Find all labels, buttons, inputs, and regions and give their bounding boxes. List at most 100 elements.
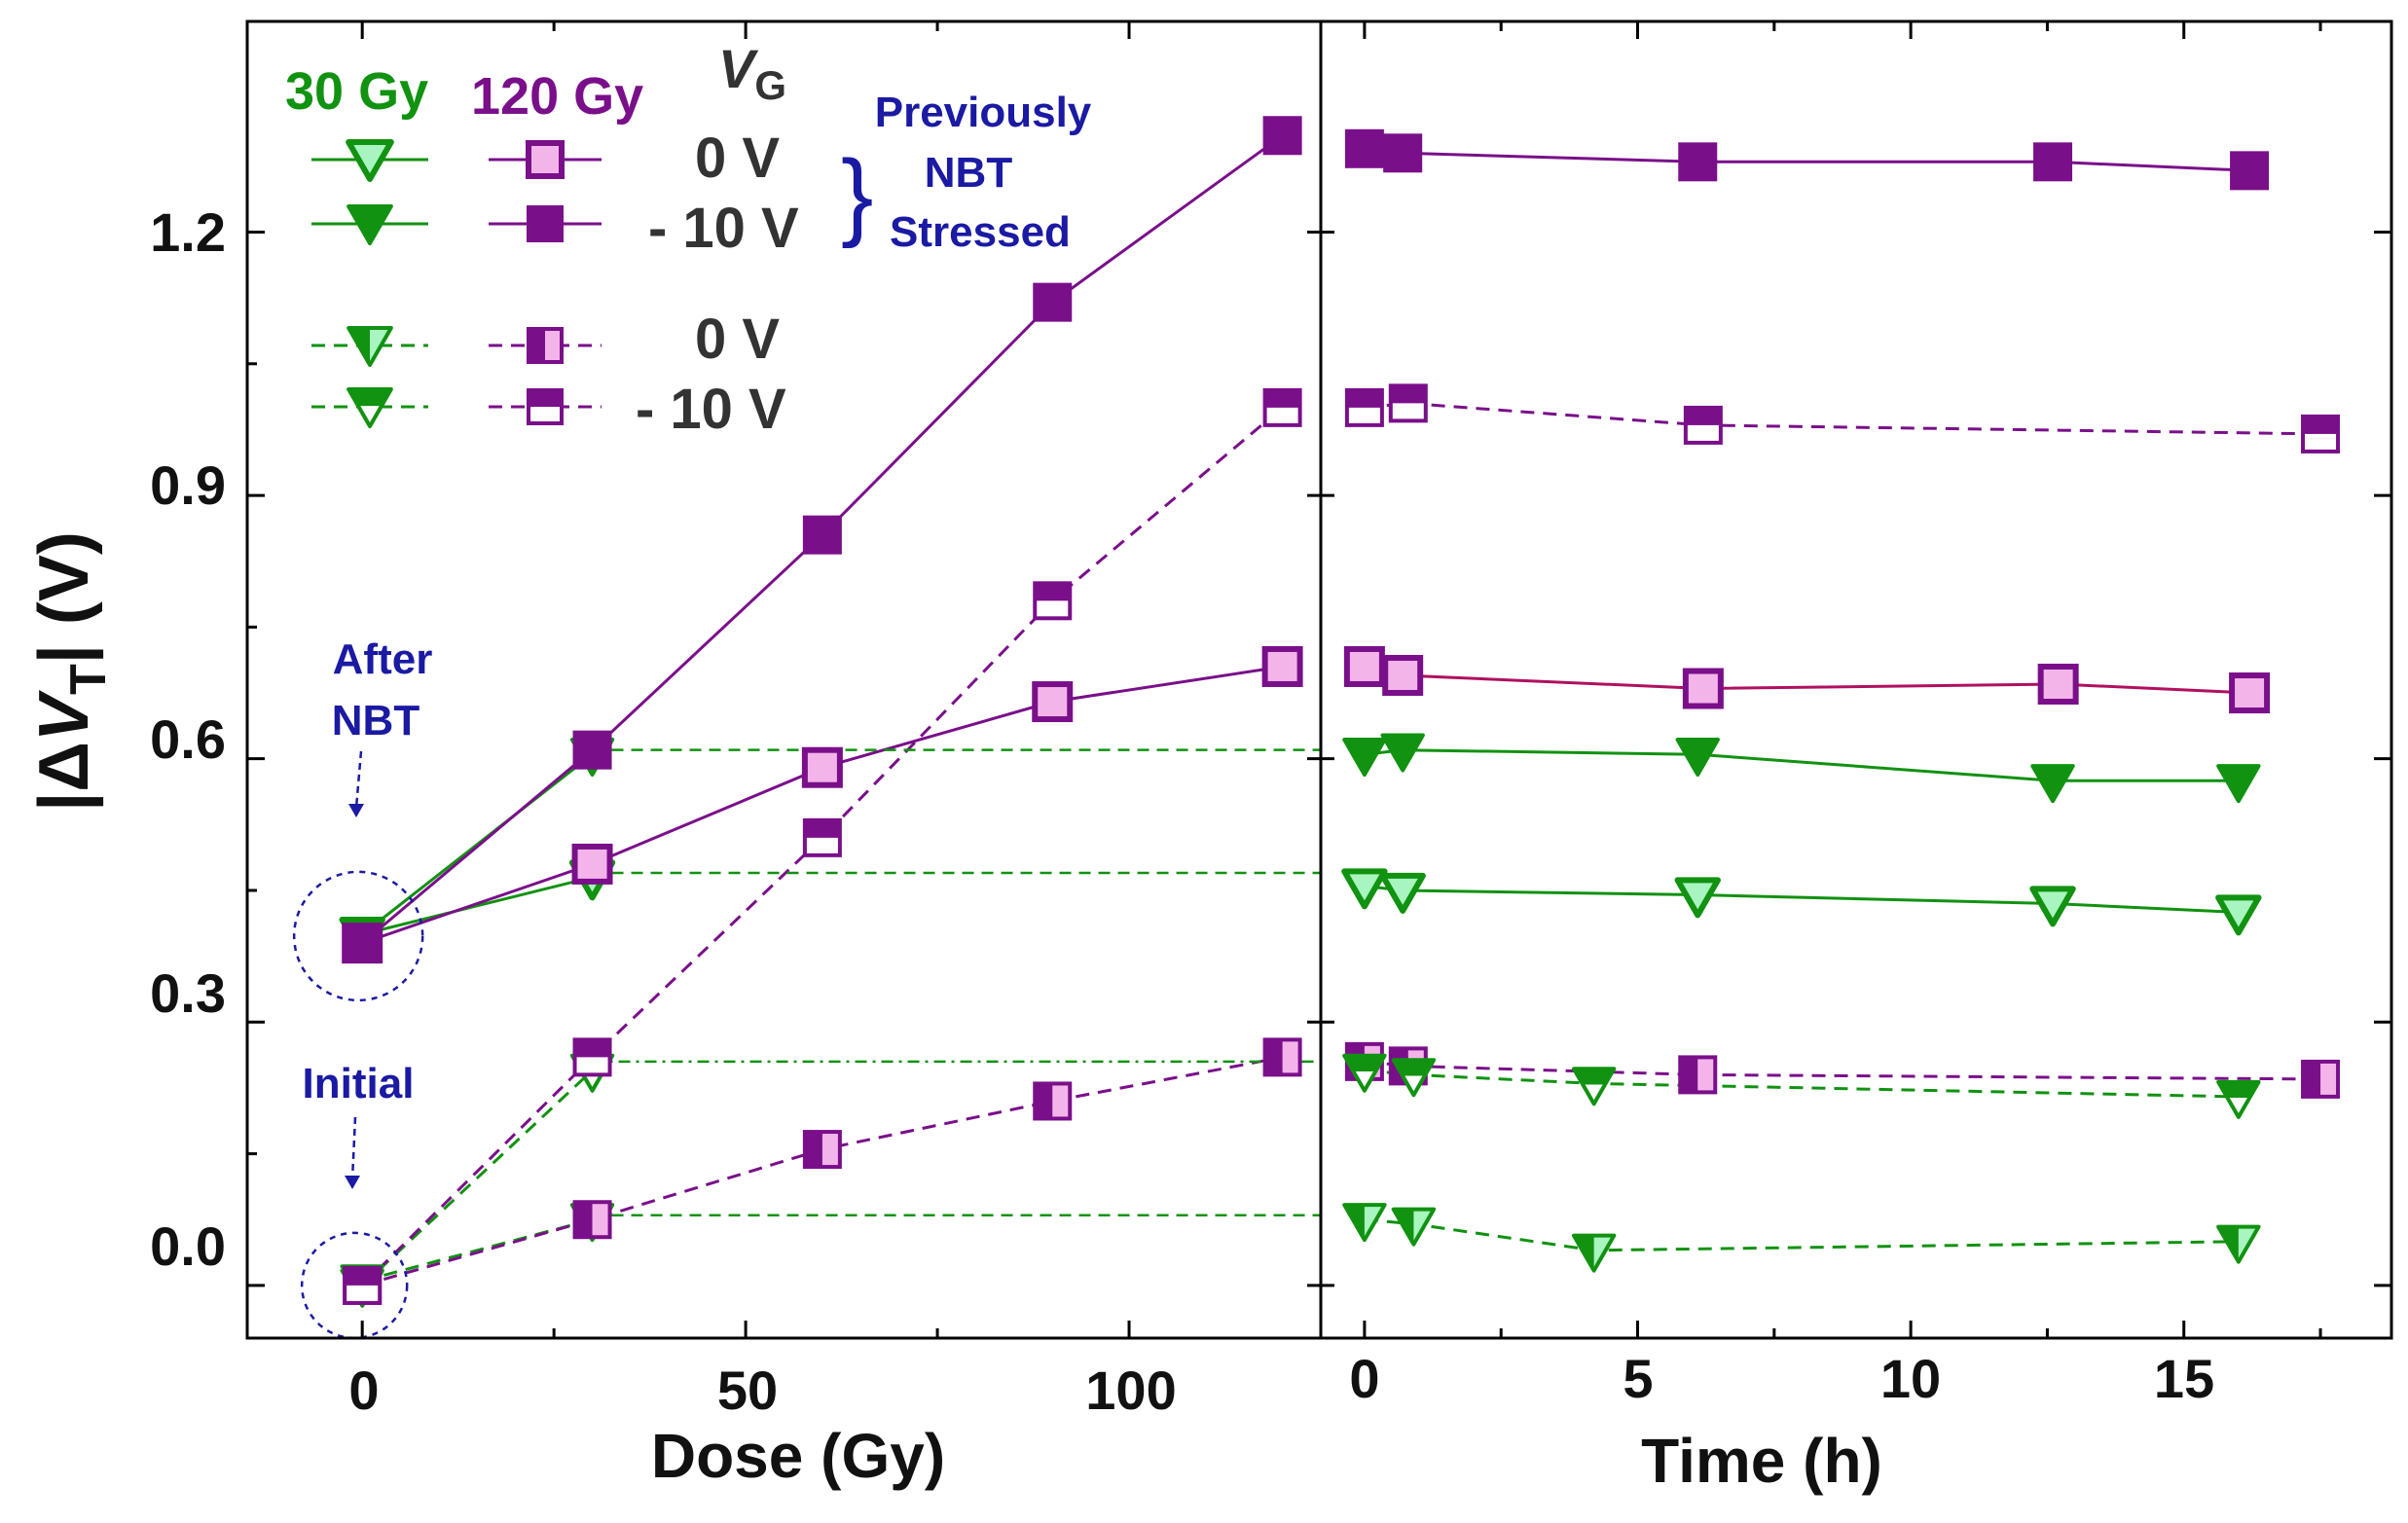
- data-point-marker: [1261, 645, 1303, 687]
- legend-dose-120: 120 Gy: [471, 67, 643, 126]
- data-point-marker: [1571, 1233, 1617, 1273]
- data-point-marker: [2216, 1224, 2261, 1264]
- legend: 30 Gy 120 Gy VG 0 V - 10 V 0 V - 10 V } …: [285, 38, 1092, 441]
- data-point-marker: [572, 1037, 612, 1077]
- series-line: [361, 875, 593, 936]
- y-tick-label: 1.2: [150, 201, 226, 263]
- legend-group-label-line: NBT: [925, 149, 1013, 197]
- legend-vg-header: VG: [718, 38, 786, 108]
- dose-axis-title: Dose (Gy): [651, 1421, 945, 1491]
- legend-sample-marker: [527, 205, 564, 242]
- data-point-marker: [1678, 142, 1718, 182]
- dose-x-tick-labels: 0 50 100: [348, 1360, 1176, 1421]
- y-axis-title: |ΔVT| (V): [25, 531, 117, 812]
- initial-annotation: Initial: [303, 1060, 415, 1107]
- data-point-marker: [1344, 387, 1384, 427]
- data-point-marker: [572, 1200, 612, 1240]
- after-nbt-annotation: After: [333, 635, 433, 683]
- series-line: [1364, 1217, 2239, 1252]
- data-point-marker: [343, 1265, 383, 1305]
- legend-sample-marker: [526, 140, 565, 179]
- data-point-marker: [1032, 681, 1074, 723]
- legend-vg-var: V: [718, 38, 759, 99]
- y-axis-title-sub: T: [60, 664, 117, 695]
- legend-group-label-line: Previously: [875, 89, 1092, 136]
- legend-vg-sub: G: [754, 62, 786, 108]
- data-point-marker: [1033, 1081, 1073, 1121]
- data-point-marker: [343, 924, 383, 963]
- x-tick-label: 10: [1880, 1348, 1941, 1409]
- legend-sample-marker: [346, 139, 394, 183]
- data-point-marker: [1683, 405, 1723, 445]
- legend-dose-30: 30 Gy: [285, 62, 428, 121]
- data-point-marker: [2215, 894, 2262, 936]
- y-axis-title-suffix: | (V): [25, 531, 103, 664]
- series-markers: [339, 116, 2341, 1308]
- y-tick-label: 0.9: [150, 454, 226, 516]
- initial-arrow: [345, 1116, 360, 1189]
- data-point-marker: [571, 843, 613, 885]
- legend-row-label: - 10 V: [636, 378, 786, 441]
- data-point-marker: [1674, 877, 1721, 919]
- data-point-marker: [1379, 872, 1426, 914]
- data-point-marker: [1343, 645, 1385, 687]
- time-panel-frame: [1319, 19, 2393, 1340]
- time-x-tick-labels: 0 5 10 15: [1349, 1348, 2214, 1409]
- data-point-marker: [1262, 387, 1302, 427]
- data-point-marker: [802, 1130, 842, 1170]
- data-point-marker: [1262, 116, 1302, 156]
- data-point-marker: [572, 730, 612, 770]
- legend-row-label: 0 V: [695, 308, 780, 371]
- data-point-marker: [1342, 738, 1387, 778]
- legend-sample-marker: [347, 387, 393, 429]
- data-point-marker: [2033, 142, 2073, 182]
- data-point-marker: [1391, 1207, 1437, 1247]
- data-point-marker: [1344, 128, 1384, 168]
- x-tick-label: 15: [2154, 1348, 2214, 1409]
- axis-ticks: [247, 21, 2391, 1338]
- y-tick-label: 0.3: [150, 962, 226, 1024]
- legend-sample-marker: [347, 326, 393, 368]
- data-point-marker: [1571, 1067, 1617, 1106]
- data-point-marker: [1262, 1037, 1302, 1077]
- data-point-marker: [1341, 868, 1388, 910]
- data-point-marker: [801, 746, 843, 788]
- data-point-marker: [1380, 733, 1425, 773]
- data-point-marker: [2230, 151, 2270, 191]
- legend-sample-marker: [527, 388, 564, 425]
- data-point-marker: [2029, 886, 2076, 927]
- data-point-marker: [1678, 1055, 1718, 1095]
- data-point-marker: [1342, 1203, 1387, 1243]
- legend-samples: [311, 139, 602, 429]
- x-tick-label: 50: [717, 1360, 778, 1421]
- data-point-marker: [1682, 668, 1724, 709]
- time-axis-title: Time (h): [1641, 1426, 1882, 1496]
- series-line: [361, 1069, 594, 1287]
- legend-row-label: - 10 V: [648, 197, 799, 260]
- legend-sample-marker: [347, 204, 393, 246]
- data-point-marker: [1391, 1058, 1437, 1098]
- legend-group-label-line: Stressed: [890, 208, 1071, 256]
- x-tick-label: 100: [1085, 1360, 1176, 1421]
- legend-row-label: 0 V: [695, 127, 780, 190]
- y-tick-label: 0.6: [150, 708, 226, 770]
- data-point-marker: [2229, 672, 2271, 714]
- y-axis-title-var: V: [25, 689, 103, 742]
- legend-bracket: }: [841, 140, 873, 249]
- data-point-marker: [1033, 581, 1073, 621]
- data-point-marker: [1342, 1053, 1387, 1093]
- series-line: [361, 1217, 593, 1283]
- after-nbt-circle: [292, 870, 424, 1002]
- data-point-marker: [2030, 764, 2075, 804]
- data-point-marker: [2216, 1079, 2261, 1119]
- x-tick-label: 0: [1349, 1348, 1379, 1409]
- after-nbt-annotation: NBT: [332, 697, 420, 744]
- data-point-marker: [802, 817, 842, 857]
- y-tick-labels: 0.0 0.3 0.6 0.9 1.2: [150, 201, 226, 1277]
- series-line: [361, 753, 594, 936]
- data-point-marker: [1033, 282, 1073, 322]
- data-point-marker: [1383, 133, 1423, 173]
- y-axis-title-prefix: |Δ: [25, 742, 103, 812]
